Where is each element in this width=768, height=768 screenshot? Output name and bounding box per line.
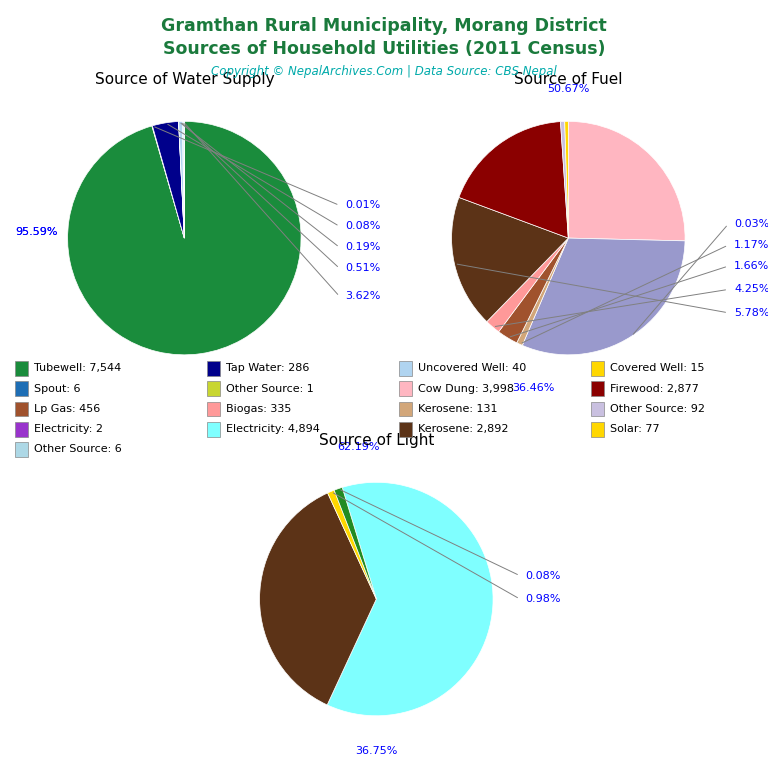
Bar [207, 381, 220, 396]
Text: Electricity: 2: Electricity: 2 [34, 424, 103, 434]
Text: 0.08%: 0.08% [526, 571, 561, 581]
Bar [591, 361, 604, 376]
Text: 0.03%: 0.03% [734, 219, 768, 229]
Text: 1.66%: 1.66% [734, 261, 768, 271]
Text: Other Source: 1: Other Source: 1 [226, 383, 313, 394]
Text: Other Source: 6: Other Source: 6 [34, 445, 121, 455]
Title: Source of Light: Source of Light [319, 433, 434, 448]
Wedge shape [328, 490, 376, 599]
Text: Spout: 6: Spout: 6 [34, 383, 81, 394]
Bar [15, 402, 28, 416]
Bar [399, 422, 412, 436]
Text: 62.19%: 62.19% [338, 442, 380, 452]
Text: Tubewell: 7,544: Tubewell: 7,544 [34, 363, 121, 373]
Text: 50.67%: 50.67% [547, 84, 590, 94]
Bar [207, 422, 220, 436]
Text: 4.25%: 4.25% [734, 284, 768, 294]
Text: Cow Dung: 3,998: Cow Dung: 3,998 [418, 383, 514, 394]
Wedge shape [152, 121, 184, 238]
Text: Copyright © NepalArchives.Com | Data Source: CBS Nepal: Copyright © NepalArchives.Com | Data Sou… [211, 65, 557, 78]
Wedge shape [334, 488, 376, 599]
Bar [399, 381, 412, 396]
Text: 0.19%: 0.19% [346, 243, 381, 253]
Text: Other Source: 92: Other Source: 92 [610, 404, 705, 414]
Wedge shape [179, 121, 184, 238]
Text: Solar: 77: Solar: 77 [610, 424, 660, 434]
Bar [399, 361, 412, 376]
Wedge shape [327, 482, 493, 716]
Text: 95.59%: 95.59% [15, 227, 58, 237]
Text: 0.51%: 0.51% [346, 263, 381, 273]
Title: Source of Water Supply: Source of Water Supply [94, 72, 274, 87]
Wedge shape [152, 126, 184, 238]
Wedge shape [68, 121, 301, 355]
Wedge shape [564, 121, 568, 238]
Text: Lp Gas: 456: Lp Gas: 456 [34, 404, 100, 414]
Bar [591, 402, 604, 416]
Wedge shape [179, 121, 184, 238]
Wedge shape [568, 121, 685, 241]
Bar [591, 381, 604, 396]
Text: 5.78%: 5.78% [734, 308, 768, 318]
Text: 0.98%: 0.98% [526, 594, 561, 604]
Wedge shape [487, 238, 568, 332]
Text: Kerosene: 131: Kerosene: 131 [418, 404, 498, 414]
Text: 0.01%: 0.01% [346, 200, 381, 210]
Text: 0.08%: 0.08% [346, 221, 381, 231]
Text: 36.75%: 36.75% [355, 746, 398, 756]
Text: 95.59%: 95.59% [15, 227, 58, 237]
Text: Gramthan Rural Municipality, Morang District: Gramthan Rural Municipality, Morang Dist… [161, 17, 607, 35]
Text: 3.62%: 3.62% [346, 291, 381, 302]
Text: Firewood: 2,877: Firewood: 2,877 [610, 383, 699, 394]
Bar [15, 361, 28, 376]
Wedge shape [498, 238, 568, 343]
Bar [15, 422, 28, 436]
Text: Covered Well: 15: Covered Well: 15 [610, 363, 704, 373]
Text: 36.46%: 36.46% [512, 382, 554, 392]
Bar [15, 442, 28, 457]
Text: Electricity: 4,894: Electricity: 4,894 [226, 424, 319, 434]
Wedge shape [522, 238, 685, 355]
Text: Biogas: 335: Biogas: 335 [226, 404, 291, 414]
Text: Kerosene: 2,892: Kerosene: 2,892 [418, 424, 508, 434]
Wedge shape [517, 238, 568, 346]
Wedge shape [459, 121, 568, 238]
Bar [207, 361, 220, 376]
Wedge shape [561, 121, 568, 238]
Bar [15, 381, 28, 396]
Bar [591, 422, 604, 436]
Bar [207, 402, 220, 416]
Text: Sources of Household Utilities (2011 Census): Sources of Household Utilities (2011 Cen… [163, 40, 605, 58]
Wedge shape [182, 121, 184, 238]
Text: 1.17%: 1.17% [734, 240, 768, 250]
Title: Source of Fuel: Source of Fuel [514, 72, 623, 87]
Wedge shape [260, 493, 376, 705]
Text: Tap Water: 286: Tap Water: 286 [226, 363, 310, 373]
Bar [399, 402, 412, 416]
Text: Uncovered Well: 40: Uncovered Well: 40 [418, 363, 526, 373]
Wedge shape [452, 197, 568, 322]
